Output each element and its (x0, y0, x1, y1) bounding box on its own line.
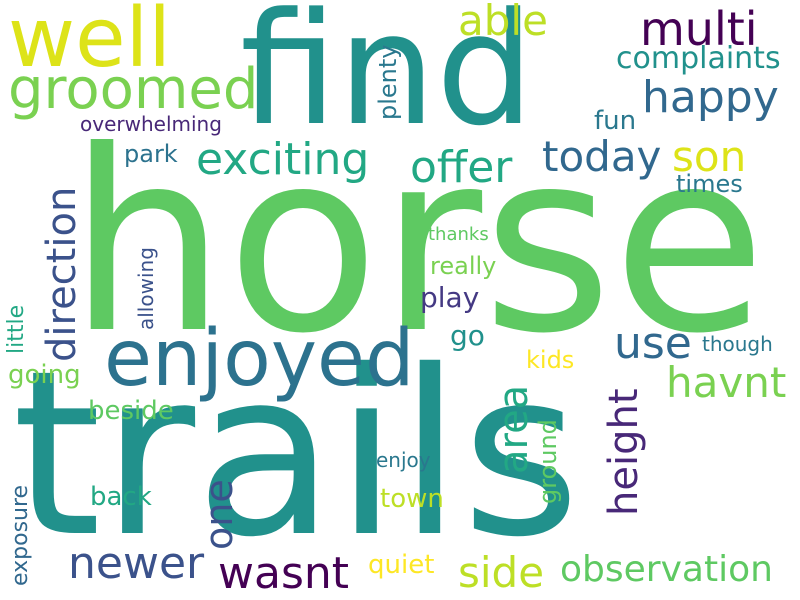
word-plenty: plenty (374, 44, 402, 121)
word-happy: happy (642, 72, 779, 123)
word-back: back (90, 482, 152, 512)
word-one: one (197, 479, 241, 550)
word-times: times (676, 170, 743, 198)
word-find: find (240, 0, 535, 160)
word-beside: beside (88, 396, 174, 426)
word-complaints: complaints (616, 41, 781, 76)
word-going: going (8, 360, 81, 390)
word-today: today (542, 132, 662, 181)
word-allowing: allowing (134, 247, 158, 330)
word-really: really (430, 252, 497, 280)
word-use: use (614, 318, 692, 369)
word-horse: horse (68, 97, 767, 388)
word-play: play (420, 281, 480, 314)
word-observation: observation (560, 549, 773, 590)
word-kids: kids (526, 346, 575, 374)
word-offer: offer (410, 142, 513, 193)
word-area: area (491, 384, 537, 474)
word-well: well (8, 0, 172, 86)
word-exposure: exposure (8, 484, 33, 586)
word-go: go (450, 319, 485, 352)
word-fun: fun (594, 106, 637, 136)
word-multi: multi (640, 2, 758, 56)
word-town: town (380, 484, 444, 514)
word-ground: ground (534, 419, 562, 504)
word-havnt: havnt (666, 358, 787, 407)
word-park: park (124, 140, 178, 168)
word-groomed: groomed (8, 57, 259, 122)
word-enjoy: enjoy (376, 448, 431, 472)
word-side: side (458, 548, 545, 597)
word-trails: trails (12, 321, 581, 587)
word-enjoyed: enjoyed (104, 314, 415, 404)
word-though: though (702, 332, 773, 356)
word-exciting: exciting (196, 134, 370, 185)
word-newer: newer (68, 538, 205, 589)
word-able: able (458, 0, 548, 45)
word-overwhelming: overwhelming (80, 112, 222, 136)
word-wasnt: wasnt (218, 548, 350, 599)
word-son: son (672, 132, 747, 181)
word-thanks: thanks (428, 224, 489, 245)
word-height: height (601, 388, 647, 517)
word-direction: direction (39, 186, 85, 362)
word-little: little (4, 304, 29, 354)
word-quiet: quiet (368, 550, 435, 580)
